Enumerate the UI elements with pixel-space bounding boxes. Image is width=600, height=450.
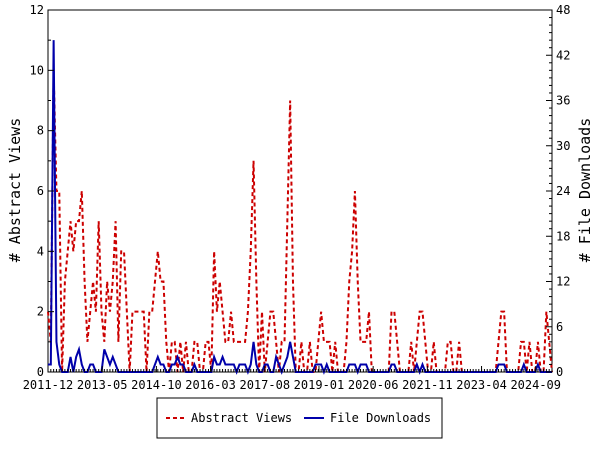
x-tick-label: 2017-08 xyxy=(239,378,290,392)
left-tick-label: 6 xyxy=(37,184,44,198)
legend-label-file-downloads: File Downloads xyxy=(330,411,431,425)
x-tick-label: 2019-01 xyxy=(294,378,345,392)
left-tick-label: 8 xyxy=(37,124,44,138)
right-tick-label: 6 xyxy=(556,320,563,334)
right-tick-label: 18 xyxy=(556,229,570,243)
x-tick-label: 2023-04 xyxy=(456,378,507,392)
right-tick-label: 0 xyxy=(556,365,563,379)
right-tick-label: 24 xyxy=(556,184,570,198)
x-tick-label: 2020-06 xyxy=(348,378,399,392)
left-tick-label: 10 xyxy=(30,63,44,77)
right-tick-label: 36 xyxy=(556,94,570,108)
legend-label-abstract-views: Abstract Views xyxy=(191,411,292,425)
right-axis-label: # File Downloads xyxy=(576,118,594,263)
legend-box xyxy=(156,397,443,439)
right-tick-label: 12 xyxy=(556,275,570,289)
left-tick-label: 12 xyxy=(30,3,44,17)
x-tick-label: 2011-12 xyxy=(23,378,74,392)
left-tick-label: 4 xyxy=(37,244,44,258)
x-tick-label: 2014-10 xyxy=(131,378,182,392)
x-tick-label: 2013-05 xyxy=(77,378,128,392)
left-axis-label: # Abstract Views xyxy=(6,118,24,263)
left-tick-label: 2 xyxy=(37,305,44,319)
legend: Abstract Views File Downloads xyxy=(156,397,443,439)
right-tick-label: 42 xyxy=(556,48,570,62)
x-tick-label: 2016-03 xyxy=(185,378,236,392)
right-tick-label: 30 xyxy=(556,139,570,153)
x-tick-label: 2024-09 xyxy=(510,378,561,392)
right-tick-label: 48 xyxy=(556,3,570,17)
x-tick-label: 2021-11 xyxy=(402,378,453,392)
left-tick-label: 0 xyxy=(37,365,44,379)
